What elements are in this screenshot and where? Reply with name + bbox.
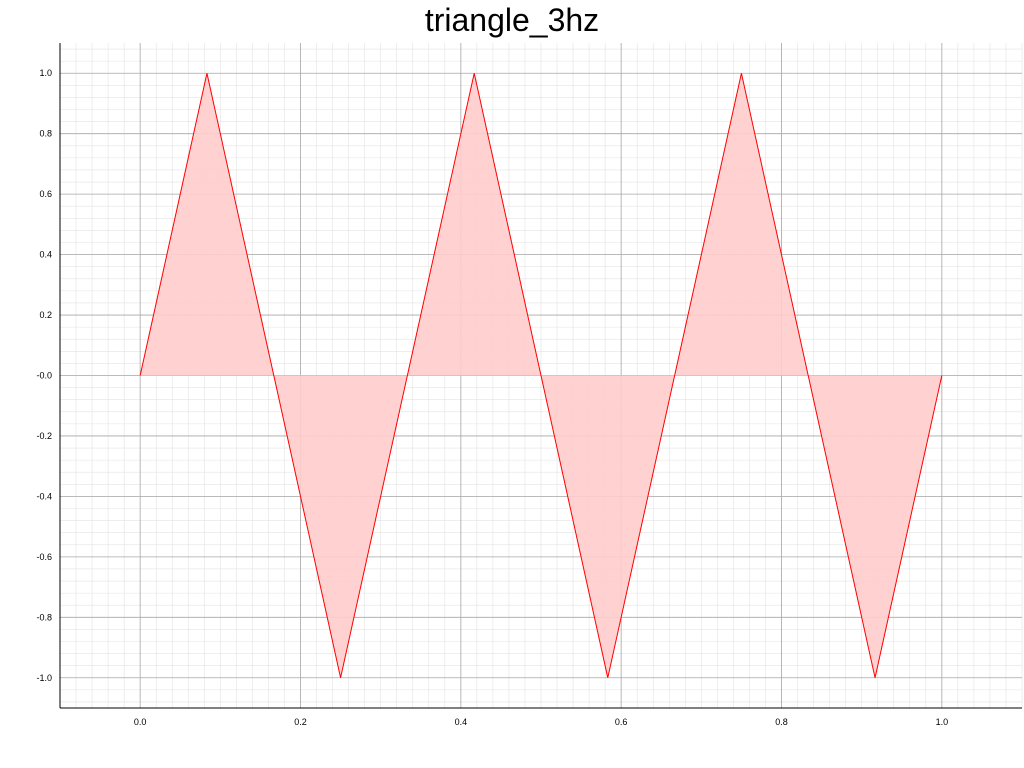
axes [59, 43, 1022, 709]
y-tick-label: 1.0 [39, 68, 52, 78]
x-tick-label: 0.0 [134, 717, 147, 727]
series-fill [140, 73, 942, 678]
y-tick-label: 0.6 [39, 189, 52, 199]
y-tick-label: -0.4 [36, 491, 52, 501]
y-tick-labels: 1.0 0.8 0.6 0.4 0.2 -0.0 -0.2 -0.4 -0.6 -0.8 -1.0 [36, 68, 52, 683]
y-tick-label: -0.2 [36, 431, 52, 441]
x-tick-label: 0.2 [294, 717, 307, 727]
series-line [139, 73, 943, 678]
y-tick-label: -0.8 [36, 612, 52, 622]
series-layer [139, 73, 943, 678]
chart-title: triangle_3hz [424, 2, 600, 38]
y-tick-label: -0.0 [36, 371, 52, 381]
y-tick-label: 0.8 [39, 129, 52, 139]
x-tick-label: 0.6 [615, 717, 628, 727]
x-tick-label: 1.0 [936, 717, 949, 727]
x-tick-labels: 0.0 0.2 0.4 0.6 0.8 1.0 [134, 717, 948, 727]
x-tick-label: 0.4 [455, 717, 468, 727]
y-tick-label: 0.2 [39, 310, 52, 320]
x-tick-label: 0.8 [775, 717, 788, 727]
y-tick-label: 0.4 [39, 250, 52, 260]
y-tick-label: -1.0 [36, 673, 52, 683]
y-tick-label: -0.6 [36, 552, 52, 562]
